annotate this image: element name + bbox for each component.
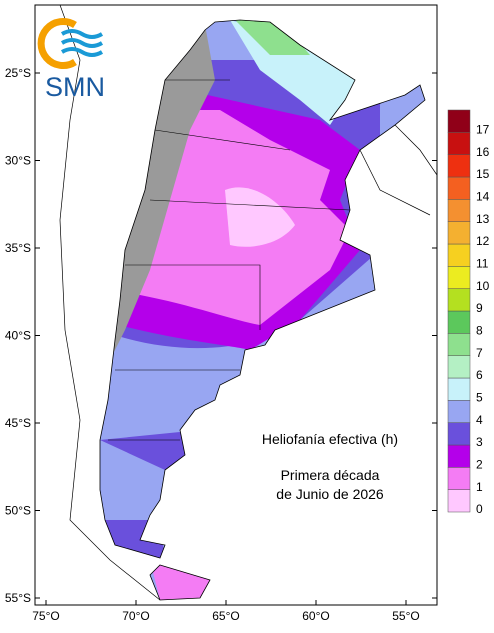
legend-label: 10 [476,279,490,293]
legend-label: 12 [476,234,490,248]
lon-label: 55°O [392,609,419,623]
legend-label: 7 [476,346,483,360]
legend-label: 15 [476,167,490,181]
legend-label: 16 [476,145,490,159]
legend-label: 11 [476,257,489,271]
logo-waves [60,29,104,57]
legend-label: 14 [476,190,490,204]
lat-label: 30°S [5,154,31,168]
legend-swatch [447,176,471,200]
legend-swatch [447,444,471,468]
logo: SMN [37,18,105,102]
lat-label: 45°S [5,416,31,430]
map-subtitle: Primera década [281,467,380,483]
legend-swatch [447,199,471,222]
lat-label: 40°S [5,329,31,343]
coastline-west [59,5,161,601]
lon-label: 75°O [32,609,59,623]
legend-label: 6 [476,368,483,382]
neighbor-borders [359,124,437,216]
legend-label: 8 [476,324,483,338]
lon-label: 70°O [122,609,149,623]
province-borders [108,79,351,441]
legend-label: 5 [476,391,483,405]
legend-label: 17 [476,123,490,137]
logo-arc [37,18,77,69]
country-outline [99,19,426,601]
legend-swatch [447,355,471,379]
legend-label: 4 [476,413,483,427]
legend-label: 3 [476,435,483,449]
map-title: Heliofanía efectiva (h) [262,431,398,447]
legend-swatch [447,333,471,356]
legend-swatch [447,288,471,312]
legend-swatch [447,221,471,245]
legend-swatch [447,266,471,289]
legend-label: 2 [476,458,483,472]
lat-label: 25°S [5,66,31,80]
lon-label: 60°O [302,609,329,623]
legend-label: 13 [476,212,490,226]
legend-swatch [447,109,471,133]
legend-swatch [447,154,471,178]
legend-swatch [447,422,471,446]
lat-label: 50°S [5,504,31,518]
legend-swatch [447,310,471,334]
legend-swatch [447,132,471,155]
legend-swatch [447,400,471,423]
legend-label: 0 [476,502,483,516]
legend-swatch [447,467,471,490]
legend-swatch [447,377,471,401]
logo-text: SMN [45,72,105,102]
legend-label: 1 [476,480,483,494]
map-subtitle: de Junio de 2026 [276,486,384,502]
lat-label: 35°S [5,241,31,255]
legend-label: 9 [476,301,483,315]
lon-label: 65°O [212,609,239,623]
legend-swatch [447,243,471,267]
legend-swatch [447,489,471,513]
lat-label: 55°S [5,591,31,605]
